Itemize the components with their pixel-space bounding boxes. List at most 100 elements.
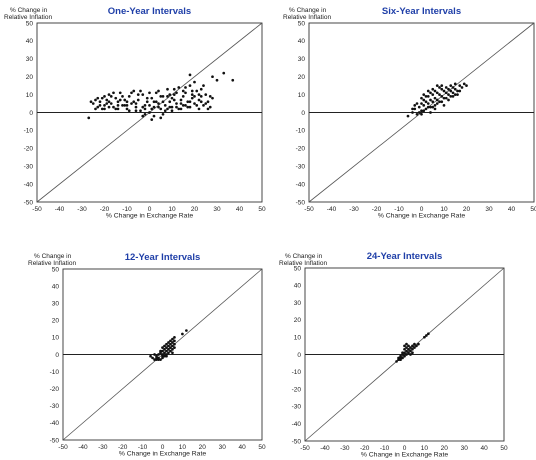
data-point	[211, 75, 214, 79]
data-point	[409, 346, 412, 349]
chart-title: 12-Year Intervals	[125, 252, 201, 263]
data-point	[405, 349, 408, 353]
data-point	[149, 354, 152, 358]
data-point	[424, 107, 428, 111]
x-tick-label: -30	[349, 206, 359, 213]
scatter-panel-3: 50 40 30 20 10 0 -10 -20 -30 -40 -50-50 -40 -30 -20 -1…	[28, 252, 266, 458]
data-point	[449, 84, 453, 87]
data-point	[215, 78, 219, 82]
x-tick-label: -30	[340, 445, 350, 452]
data-point	[175, 91, 178, 95]
data-point	[161, 356, 164, 360]
data-point	[184, 86, 187, 89]
y-tick-label: 50	[298, 20, 306, 27]
data-point	[206, 100, 210, 104]
x-tick-label: 50	[258, 206, 266, 213]
data-point	[166, 107, 169, 111]
data-point	[199, 100, 203, 104]
data-point	[165, 342, 168, 346]
x-tick-label: 40	[238, 444, 246, 451]
data-point	[127, 109, 131, 113]
x-tick-label: -40	[78, 444, 88, 451]
data-point	[171, 341, 174, 344]
data-point	[169, 349, 172, 353]
data-point	[422, 93, 426, 96]
data-point	[444, 86, 448, 89]
data-point	[458, 89, 462, 93]
data-point	[444, 91, 448, 95]
data-point	[401, 356, 404, 360]
data-point	[411, 347, 414, 351]
data-point	[415, 112, 419, 116]
data-point	[186, 100, 190, 104]
data-point	[153, 358, 156, 361]
data-point	[171, 351, 174, 355]
data-point	[161, 100, 165, 104]
data-point	[163, 354, 166, 358]
data-point	[145, 96, 149, 100]
data-point	[413, 107, 417, 111]
data-point	[424, 95, 428, 98]
data-point	[157, 89, 160, 93]
data-point	[424, 100, 428, 104]
data-point	[161, 346, 164, 350]
data-point	[173, 339, 176, 343]
data-point	[426, 89, 430, 93]
data-point	[405, 342, 408, 346]
data-point	[453, 93, 457, 96]
data-point	[411, 344, 414, 348]
data-point	[422, 103, 426, 107]
data-point	[154, 100, 158, 104]
y-tick-label: 50	[52, 266, 60, 273]
x-tick-label: -20	[118, 444, 128, 451]
x-tick-label: 0	[403, 445, 407, 452]
x-tick-label: 20	[199, 444, 207, 451]
data-point	[132, 89, 136, 93]
x-tick-label: 30	[213, 206, 221, 213]
y-tick-label: 10	[26, 92, 34, 99]
data-point	[409, 353, 412, 356]
data-point	[179, 98, 183, 102]
data-point	[425, 334, 428, 337]
data-point	[166, 87, 169, 91]
data-point	[134, 105, 138, 109]
data-point	[173, 342, 176, 346]
y-tick-label: 30	[298, 56, 306, 63]
data-point	[152, 100, 156, 104]
data-point	[447, 93, 450, 96]
y-tick-label: 20	[298, 74, 306, 81]
data-point	[204, 102, 208, 105]
data-point	[152, 114, 156, 118]
x-tick-label: 40	[480, 445, 488, 452]
data-point	[431, 87, 435, 91]
scatter-panel-2: 50 40 30 20 10 0 -10 -20 -30 -40 -50-50 -40 -30 -20 -1…	[283, 6, 536, 220]
data-point	[171, 344, 174, 348]
data-point	[197, 98, 201, 102]
data-point	[167, 351, 170, 355]
x-tick-label: -50	[304, 206, 314, 213]
x-tick-label: 0	[161, 444, 165, 451]
data-point	[159, 107, 163, 111]
data-point	[112, 91, 115, 95]
data-point	[141, 114, 145, 118]
data-point	[188, 105, 192, 109]
data-point	[456, 89, 459, 93]
x-tick-label: -40	[320, 445, 330, 452]
y-tick-label: 40	[294, 283, 302, 290]
data-point	[125, 107, 129, 111]
x-axis-label: % Change in Exchange Rate	[119, 451, 207, 458]
data-point	[103, 107, 106, 111]
data-point	[91, 102, 95, 105]
data-point	[116, 100, 120, 104]
data-point	[442, 96, 446, 100]
y-tick-label: 30	[52, 301, 60, 308]
y-tick-label: 20	[52, 318, 60, 325]
data-point	[134, 109, 138, 113]
data-point	[440, 84, 444, 87]
data-point	[395, 360, 398, 363]
x-tick-label: -30	[77, 206, 87, 213]
data-point	[423, 335, 426, 339]
data-point	[181, 95, 185, 98]
data-point	[188, 100, 192, 104]
data-point	[427, 332, 430, 336]
